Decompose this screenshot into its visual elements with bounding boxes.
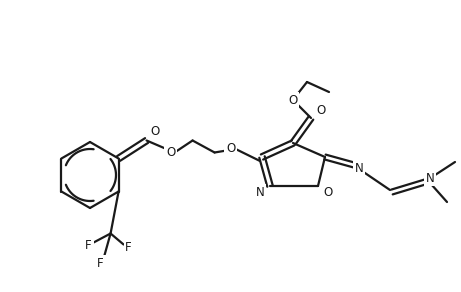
- Text: O: O: [166, 146, 175, 159]
- Text: O: O: [150, 125, 159, 138]
- Text: N: N: [355, 163, 363, 175]
- Text: O: O: [226, 142, 235, 155]
- Text: N: N: [426, 171, 434, 185]
- Text: F: F: [97, 257, 104, 270]
- Text: O: O: [323, 185, 333, 199]
- Text: F: F: [85, 239, 92, 252]
- Text: O: O: [316, 103, 325, 117]
- Text: N: N: [256, 185, 264, 199]
- Text: F: F: [125, 241, 132, 254]
- Text: O: O: [289, 93, 298, 107]
